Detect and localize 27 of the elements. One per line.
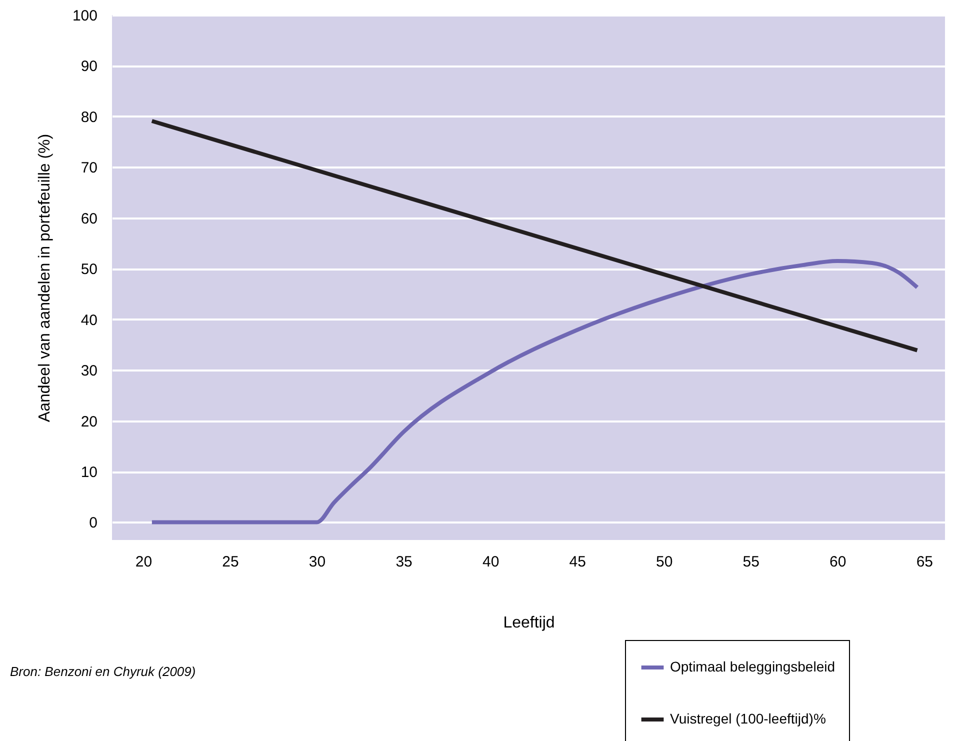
legend-label: Optimaal beleggingsbeleid	[670, 658, 835, 674]
y-tick-label: 10	[80, 464, 98, 482]
line-series	[150, 259, 920, 524]
x-tick-label: 30	[308, 554, 326, 570]
x-tick-label: 45	[569, 554, 586, 570]
y-tick-label: 50	[80, 261, 98, 278]
y-tick-label: 40	[80, 312, 98, 329]
y-tick-label: 100	[72, 8, 98, 24]
x-axis-title: Leeftijd	[503, 614, 555, 632]
y-tick-label: 70	[80, 160, 98, 177]
x-tick-label: 60	[830, 554, 846, 570]
y-tick-label: 30	[80, 362, 98, 380]
legend-label: Vuistregel (100-leeftijd)%	[670, 710, 826, 726]
y-axis-title: Aandeel van aandelen in portefeuille (%)	[36, 134, 54, 422]
x-tick-label: 20	[135, 554, 152, 570]
x-tick-label: 55	[742, 554, 760, 570]
x-tick-label: 50	[656, 554, 673, 570]
text: Bron: Benzoni en Chyruk (2009)	[10, 664, 196, 679]
x-tick-label: 40	[482, 554, 500, 570]
y-tick-label: 60	[80, 210, 98, 228]
y-tick-label: 80	[80, 108, 98, 126]
y-tick-label: 90	[80, 58, 98, 76]
y-tick-label: 20	[80, 413, 98, 430]
x-tick-label: 65	[916, 554, 934, 570]
x-tick-label: 35	[396, 554, 412, 570]
x-tick-label: 25	[222, 554, 239, 570]
y-tick-label: 0	[89, 514, 98, 532]
